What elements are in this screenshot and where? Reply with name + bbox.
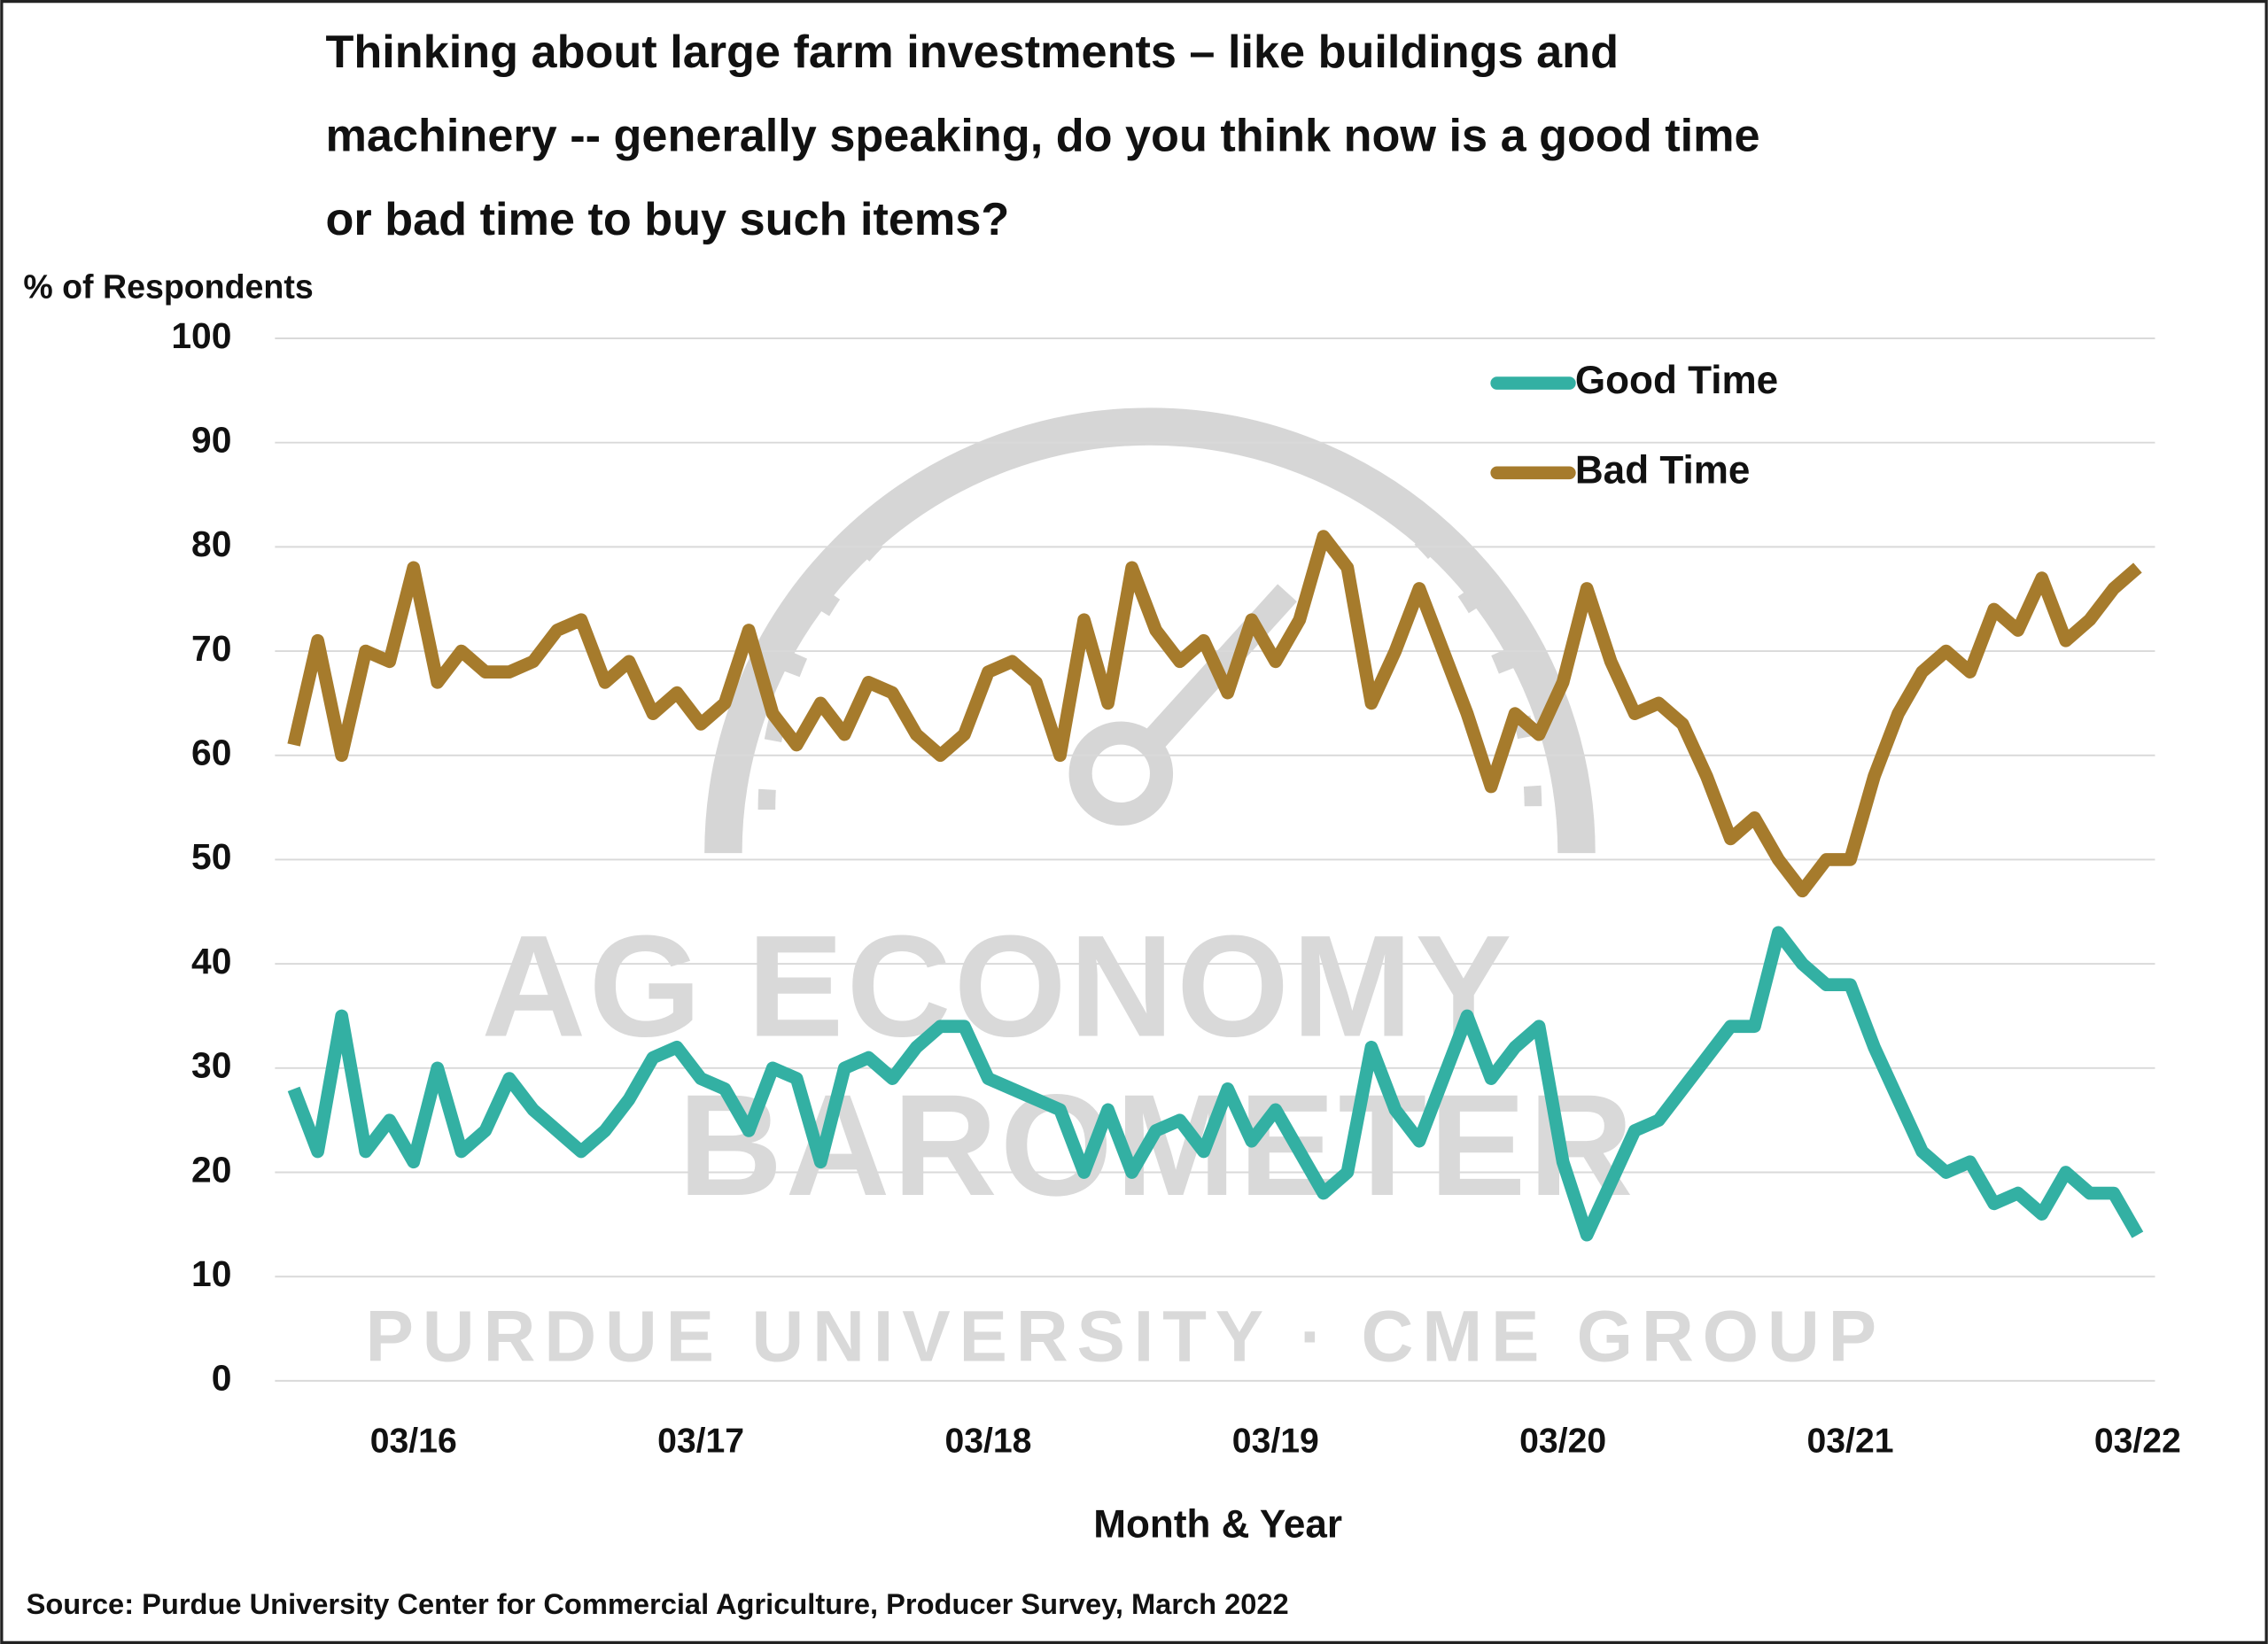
source: Source: Purdue University Center for Com…	[27, 1587, 1289, 1620]
watermark-text: PURDUE UNIVERSITY · CME GROUP	[366, 1296, 1885, 1376]
line-series	[287, 926, 2144, 1242]
x-tick-label: 03/19	[1232, 1422, 1319, 1460]
legend-label: Good Time	[1575, 359, 1778, 402]
x-tick-label: 03/16	[370, 1422, 457, 1460]
line-series	[287, 530, 2142, 898]
watermark-text: AG ECONOMY	[481, 904, 1514, 1066]
x-tick-label: 03/18	[944, 1422, 1031, 1460]
legend-label: Bad Time	[1575, 448, 1751, 492]
y-tick-label: 10	[191, 1253, 231, 1294]
chart-title: or bad time to buy such items?	[326, 194, 1010, 245]
y-axis-label: % of Respondents	[23, 268, 313, 305]
y-tick-label: 0	[212, 1358, 232, 1399]
y-tick-label: 30	[191, 1045, 231, 1086]
y-tick-label: 100	[171, 315, 231, 356]
chart-title: Thinking about large farm investments – …	[326, 27, 1619, 78]
x-tick-label: 03/21	[1807, 1422, 1894, 1460]
chart-title: machinery -- generally speaking, do you …	[326, 111, 1760, 162]
x-tick-label: 03/20	[1519, 1422, 1606, 1460]
x-tick-label: 03/22	[2094, 1422, 2181, 1460]
y-tick-label: 90	[191, 419, 231, 460]
y-tick-label: 50	[191, 836, 231, 877]
y-tick-label: 70	[191, 628, 231, 669]
y-tick-label: 80	[191, 523, 231, 564]
x-tick-label: 03/17	[657, 1422, 744, 1460]
y-tick-label: 60	[191, 733, 231, 773]
y-tick-label: 20	[191, 1149, 231, 1190]
x-axis-label: Month & Year	[1093, 1502, 1342, 1546]
y-tick-label: 40	[191, 941, 231, 981]
